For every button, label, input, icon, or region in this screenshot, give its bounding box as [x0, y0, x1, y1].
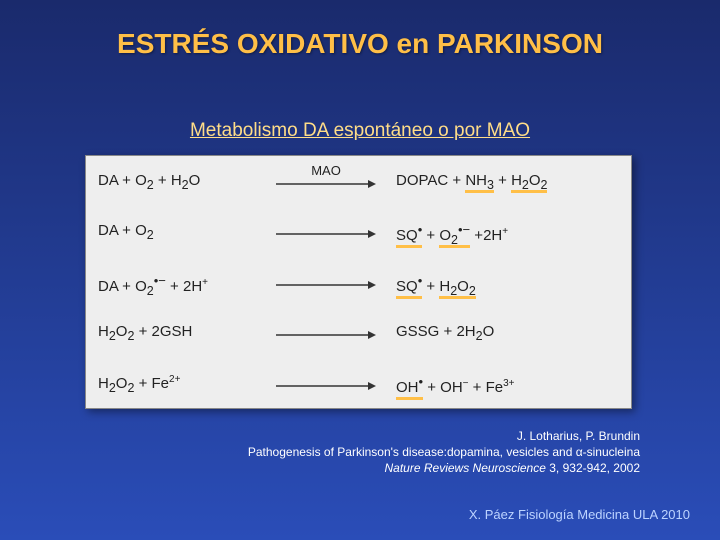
arrow-icon [276, 178, 376, 190]
slide-footer: X. Páez Fisiología Medicina ULA 2010 [469, 507, 690, 522]
reaction-lhs: H2O2 + 2GSH [98, 323, 192, 343]
citation-block: J. Lotharius, P. Brundin Pathogenesis of… [80, 428, 640, 477]
reaction-arrow-label: MAO [276, 163, 376, 178]
reaction-row: H2O2 + Fe2+ OH• + OH− + Fe3+ [86, 360, 631, 406]
reaction-rhs: DOPAC + NH3 + H2O2 [396, 172, 547, 192]
reaction-row: DA + O2 SQ• + O2•− +2H+ [86, 208, 631, 254]
arrow-icon [276, 228, 376, 240]
citation-journal-line: Nature Reviews Neuroscience 3, 932-942, … [80, 460, 640, 476]
citation-authors: J. Lotharius, P. Brundin [80, 428, 640, 444]
arrow-icon [276, 329, 376, 341]
reaction-row: DA + O2 + H2O MAO DOPAC + NH3 + H2O2 [86, 158, 631, 204]
reaction-rhs: OH• + OH− + Fe3+ [396, 374, 515, 396]
citation-journal: Nature Reviews Neuroscience [385, 461, 546, 475]
reaction-lhs: H2O2 + Fe2+ [98, 374, 180, 395]
reaction-rhs: SQ• + O2•− +2H+ [396, 222, 508, 247]
reaction-rhs: GSSG + 2H2O [396, 323, 494, 343]
reaction-lhs: DA + O2 + H2O [98, 172, 200, 192]
reaction-row: DA + O2•− + 2H+ SQ• + H2O2 [86, 259, 631, 305]
slide-title: ESTRÉS OXIDATIVO en PARKINSON [0, 28, 720, 60]
slide: ESTRÉS OXIDATIVO en PARKINSON Metabolism… [0, 0, 720, 540]
reaction-lhs: DA + O2 [98, 222, 154, 242]
citation-title: Pathogenesis of Parkinson's disease:dopa… [80, 444, 640, 460]
reaction-panel: DA + O2 + H2OMAODOPAC + NH3 + H2O2DA + O… [85, 155, 632, 409]
arrow-icon [276, 380, 376, 392]
reaction-lhs: DA + O2•− + 2H+ [98, 273, 208, 298]
reaction-rhs: SQ• + H2O2 [396, 273, 476, 298]
arrow-icon [276, 279, 376, 291]
citation-ref: 3, 932-942, 2002 [549, 461, 640, 475]
slide-subtitle: Metabolismo DA espontáneo o por MAO [0, 120, 720, 142]
reaction-row: H2O2 + 2GSH GSSG + 2H2O [86, 309, 631, 355]
